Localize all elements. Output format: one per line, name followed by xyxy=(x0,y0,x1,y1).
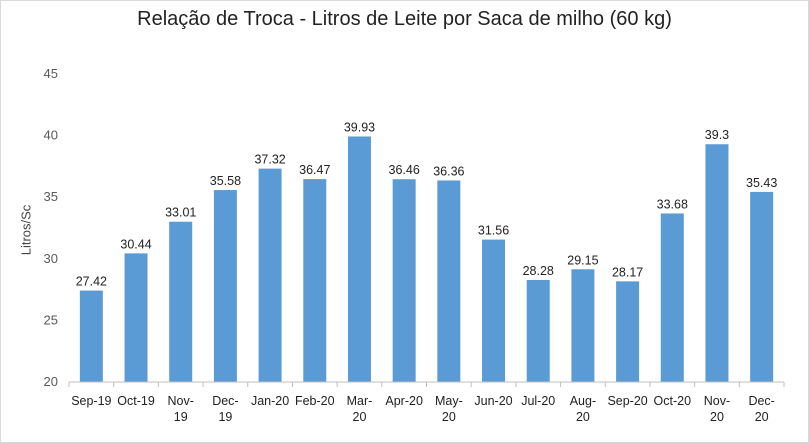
x-tick-label: May- xyxy=(435,394,463,408)
y-tick-label: 35 xyxy=(44,189,58,204)
data-label: 36.47 xyxy=(299,163,330,177)
bar xyxy=(750,191,774,382)
x-tick-label: 20 xyxy=(710,410,724,424)
x-tick-label: 19 xyxy=(218,410,232,424)
x-tick-label: Dec- xyxy=(748,394,774,408)
data-label: 28.17 xyxy=(612,265,643,279)
data-label: 39.93 xyxy=(344,120,375,134)
y-axis-ticks: 20 25 30 35 40 45 xyxy=(44,66,58,389)
x-tick-label: Sep-20 xyxy=(607,394,647,408)
x-tick-label: Dec- xyxy=(212,394,238,408)
y-tick-label: 45 xyxy=(44,66,58,81)
x-tick-label: Aug- xyxy=(570,394,596,408)
bar xyxy=(526,279,550,382)
x-tick-label: 19 xyxy=(174,410,188,424)
data-label: 35.58 xyxy=(210,174,241,188)
x-tick-label: Feb-20 xyxy=(295,394,335,408)
y-tick-label: 40 xyxy=(44,128,58,143)
bar xyxy=(124,253,148,382)
bar xyxy=(660,213,684,382)
bar xyxy=(705,144,729,382)
bar xyxy=(347,136,371,382)
data-label: 39.3 xyxy=(705,128,729,142)
data-label: 36.46 xyxy=(389,163,420,177)
x-tick-label: 20 xyxy=(755,410,769,424)
data-label: 36.36 xyxy=(433,164,464,178)
x-tick-label: 20 xyxy=(442,410,456,424)
bar xyxy=(571,269,595,382)
y-tick-label: 30 xyxy=(44,251,58,266)
data-label: 30.44 xyxy=(120,237,151,251)
bar xyxy=(482,239,506,382)
y-tick-label: 25 xyxy=(44,312,58,327)
bar xyxy=(616,281,640,382)
data-labels: 27.42 30.44 33.01 35.58 37.32 36.47 39.93 36.46… xyxy=(76,120,778,288)
bar xyxy=(213,190,237,382)
data-label: 28.28 xyxy=(523,264,554,278)
data-label: 33.01 xyxy=(165,206,196,220)
x-tick-label: Jun-20 xyxy=(474,394,512,408)
x-axis-ticks: Sep-19 Oct-19 Nov- 19 Dec- 19 Jan-20 Feb-20 Mar-… xyxy=(68,382,785,424)
bar xyxy=(437,180,461,382)
x-tick-label: 20 xyxy=(576,410,590,424)
data-label: 37.32 xyxy=(254,153,285,167)
x-tick-label: Mar- xyxy=(347,394,373,408)
x-tick-label: Apr-20 xyxy=(385,394,423,408)
x-tick-label: Nov- xyxy=(704,394,730,408)
bar xyxy=(258,168,282,382)
chart-title: Relação de Troca - Litros de Leite por S… xyxy=(137,8,672,30)
data-label: 27.42 xyxy=(76,275,107,289)
bar xyxy=(303,179,327,382)
bar xyxy=(79,290,103,382)
data-label: 35.43 xyxy=(746,176,777,190)
x-tick-label: Nov- xyxy=(168,394,194,408)
y-tick-label: 20 xyxy=(44,374,58,389)
bars xyxy=(79,136,774,382)
bar xyxy=(392,179,416,382)
x-tick-label: 20 xyxy=(353,410,367,424)
data-label: 33.68 xyxy=(657,197,688,211)
x-tick-label: Oct-19 xyxy=(117,394,155,408)
data-label: 29.15 xyxy=(567,253,598,267)
bar xyxy=(169,221,193,382)
x-tick-label: Oct-20 xyxy=(654,394,692,408)
data-label: 31.56 xyxy=(478,224,509,238)
x-tick-label: Jul-20 xyxy=(521,394,555,408)
x-tick-label: Jan-20 xyxy=(251,394,289,408)
x-tick-label: Sep-19 xyxy=(71,394,111,408)
